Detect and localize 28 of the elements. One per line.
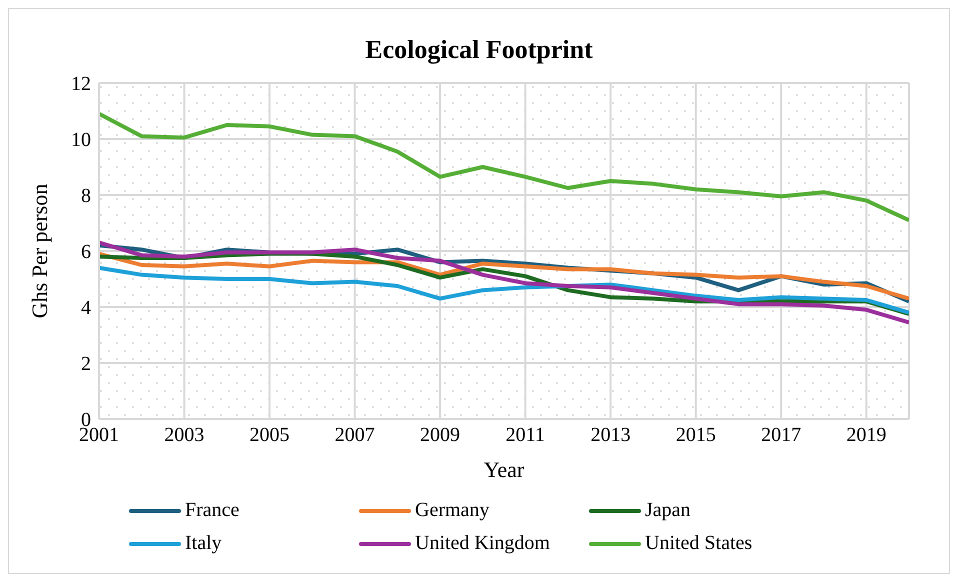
x-tick-label: 2017: [761, 424, 802, 446]
x-axis-title: Year: [484, 457, 525, 482]
line-series: [99, 266, 909, 315]
legend-label: France: [185, 499, 240, 522]
x-tick-label: 2011: [506, 424, 545, 446]
legend-label: United Kingdom: [415, 532, 550, 555]
x-tick-label: 2003: [164, 424, 204, 446]
chart-title: Ecological Footprint: [364, 35, 594, 66]
x-tick-label: 2005: [250, 424, 290, 446]
y-tick-label: 8: [81, 185, 91, 208]
legend-label: Japan: [645, 499, 691, 522]
x-tick-label: 2015: [676, 424, 716, 446]
legend-label: United States: [645, 532, 752, 555]
y-tick-label: 6: [81, 241, 91, 264]
line-series: [99, 252, 909, 301]
y-tick-label: 2: [81, 353, 91, 376]
y-tick-label: 10: [71, 129, 91, 152]
x-tick-label: 2009: [420, 424, 460, 446]
y-axis-title: Ghs Per person: [26, 184, 52, 318]
line-series: [99, 240, 909, 324]
line-series: [99, 112, 909, 222]
y-tick-label: 12: [71, 73, 91, 96]
y-tick-label: 4: [81, 297, 91, 320]
x-tick-label: 2013: [590, 424, 631, 446]
x-tick-label: 2019: [846, 424, 886, 446]
legend-label: Germany: [415, 499, 490, 522]
legend-label: Italy: [185, 532, 222, 555]
x-tick-label: 2007: [334, 424, 375, 446]
